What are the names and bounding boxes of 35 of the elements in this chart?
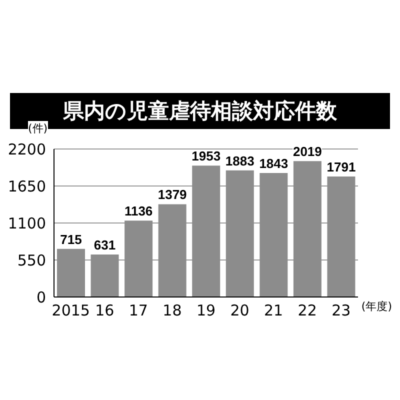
chart-title: 県内の児童虐待相談対応件数 (63, 99, 337, 123)
y-tick-label: 2200 (8, 140, 46, 158)
data-label: 2019 (292, 144, 322, 160)
x-tick-label: 22 (298, 302, 317, 320)
y-axis-title: (件) (28, 121, 48, 136)
bar (90, 254, 119, 297)
bar (260, 173, 288, 297)
bar (192, 166, 220, 297)
data-label: 1843 (259, 156, 288, 172)
x-tick-label: 21 (264, 302, 284, 320)
data-label: 1379 (158, 187, 187, 202)
x-tick-label: 17 (128, 302, 148, 320)
bar (158, 204, 186, 297)
x-tick-label: 2015 (52, 302, 90, 320)
x-tick-label: 16 (95, 302, 114, 320)
x-tick-label: 19 (196, 302, 216, 320)
data-label: 715 (60, 232, 82, 247)
x-tick-label: 20 (230, 302, 250, 320)
x-axis-title: (年度) (361, 299, 392, 314)
data-label: 1791 (326, 160, 356, 175)
y-tick-label: 0 (36, 288, 46, 306)
data-label: 1883 (225, 153, 254, 168)
data-label: 1953 (192, 148, 221, 164)
bar (124, 220, 153, 297)
bar (327, 176, 356, 297)
y-tick-label: 550 (17, 251, 46, 270)
data-label: 1136 (124, 204, 153, 219)
x-tick-label: 18 (162, 302, 182, 320)
y-tick-label: 1650 (8, 177, 46, 196)
bar (226, 170, 254, 297)
bar (57, 248, 85, 297)
x-tick-label: 23 (332, 302, 351, 320)
bar (293, 161, 322, 297)
y-tick-label: 1100 (8, 214, 46, 232)
data-label: 631 (94, 238, 116, 253)
